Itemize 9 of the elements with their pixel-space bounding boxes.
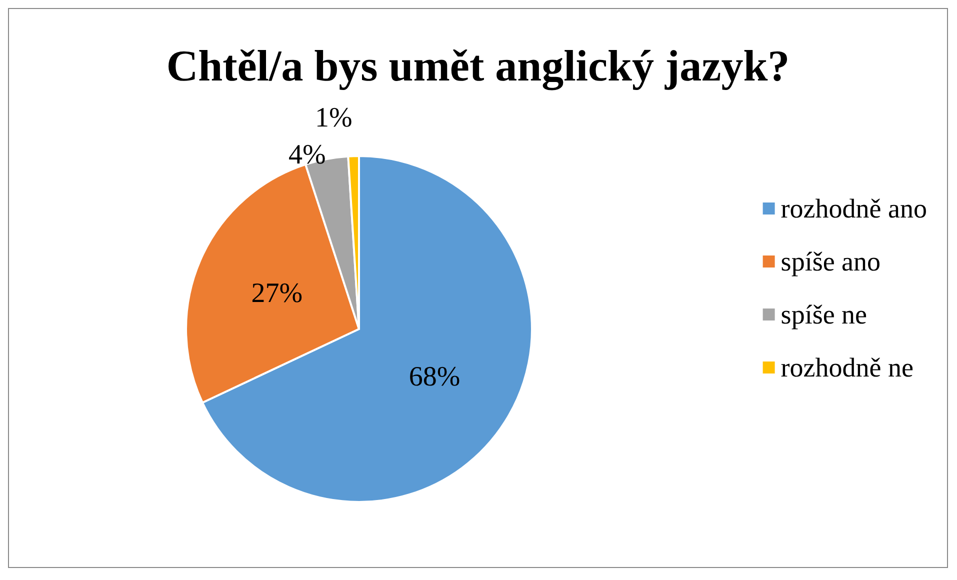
legend-label: spíše ano [780, 246, 881, 276]
legend-label: spíše ne [780, 300, 868, 330]
data-label: 1% [315, 102, 352, 134]
data-label: 4% [288, 140, 326, 171]
legend-label: rozhodně ano [780, 194, 928, 224]
data-label: 68% [408, 361, 460, 392]
chart-title: Chtěl/a bys umět anglický jazyk? [166, 42, 790, 90]
data-label: 27% [251, 278, 303, 309]
legend-label: rozhodně ne [780, 352, 914, 382]
